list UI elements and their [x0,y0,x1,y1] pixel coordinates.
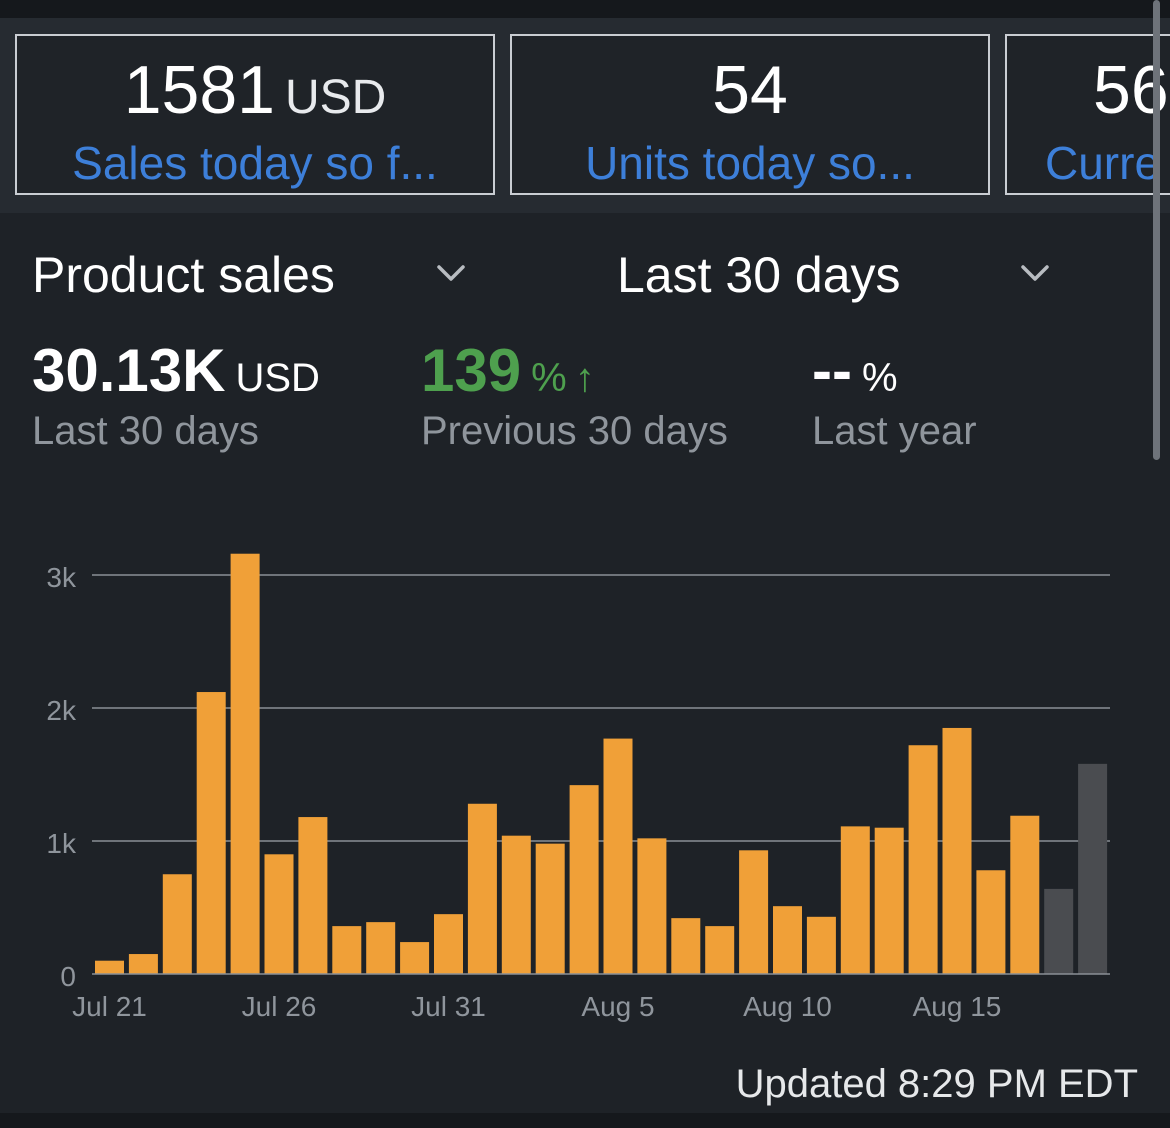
arrow-up-icon: ↑ [574,356,595,400]
chart-bar [400,942,430,974]
bottom-edge [0,1113,1170,1128]
chart-bar [671,918,701,974]
x-tick-label: Aug 5 [581,991,654,1022]
chart-bar [976,870,1006,974]
chart-bar [467,803,497,974]
chart-bar [162,874,192,974]
sales-bar-chart: 0 1k 2k 3k Jul 21 Jul 26 Jul 31 Aug 5 Aug 10 Aug … [46,553,1110,1022]
x-tick-label: Aug 15 [913,991,1002,1022]
range-selector-label[interactable]: Last 30 days [617,247,901,303]
previous-change-value: 139% ↑ [421,337,595,404]
card-value: 1581 USD [123,52,387,128]
chart-bar [637,838,667,974]
chart-bar [603,738,633,974]
last-year-label: Last year [812,409,977,453]
x-tick-label: Jul 26 [242,991,317,1022]
y-tick-label: 2k [46,695,77,726]
card-label: Units today so... [585,137,915,189]
metric-selector-label[interactable]: Product sales [32,247,335,303]
card-label: Sales today so f... [72,137,438,189]
chart-bar [95,960,124,974]
sales-today-card[interactable]: 1581 USD Sales today so f... [15,34,495,195]
y-tick-label: 1k [46,828,77,859]
chart-bar [773,906,802,974]
last-year-value: --% [812,337,898,404]
chart-bar [739,850,769,974]
chart-bar [332,926,362,974]
chart-bar [705,926,735,974]
chart-bar [806,916,836,974]
chart-bar [501,835,531,974]
chart-bar [1078,763,1108,974]
chart-bar [264,854,294,974]
x-tick-label: Aug 10 [743,991,832,1022]
scrollbar[interactable] [1153,0,1160,460]
total-sales-value: 30.13K USD [32,337,320,404]
updated-timestamp: Updated 8:29 PM EDT [735,1062,1138,1106]
chart-bar [908,745,938,974]
x-tick-label: Jul 31 [411,991,486,1022]
chart-bar [840,826,870,974]
chart-bar [942,727,972,974]
total-sales-label: Last 30 days [32,409,259,453]
x-tick-label: Jul 21 [72,991,147,1022]
chart-bar [1044,888,1074,974]
y-tick-label: 3k [46,562,77,593]
y-tick-label: 0 [60,961,76,992]
chart-bar [569,785,599,974]
units-today-card[interactable]: 54 Units today so... [510,34,990,195]
chart-bar [1010,815,1040,974]
chevron-down-icon[interactable] [1018,258,1052,288]
chart-bar [366,922,396,974]
card-value: 54 [712,52,788,128]
card-label: Curre [1045,137,1161,189]
chart-bar [196,692,226,974]
top-edge [0,0,1170,18]
chart-bar [434,914,463,974]
chart-bar [535,843,565,974]
chart-bar [230,553,260,974]
chart-bar [128,954,158,974]
previous-change-label: Previous 30 days [421,409,728,453]
chart-bar [874,827,904,974]
current-card[interactable]: 56 Curre [1005,34,1170,195]
chart-bar [298,817,328,974]
chevron-down-icon[interactable] [434,258,468,288]
